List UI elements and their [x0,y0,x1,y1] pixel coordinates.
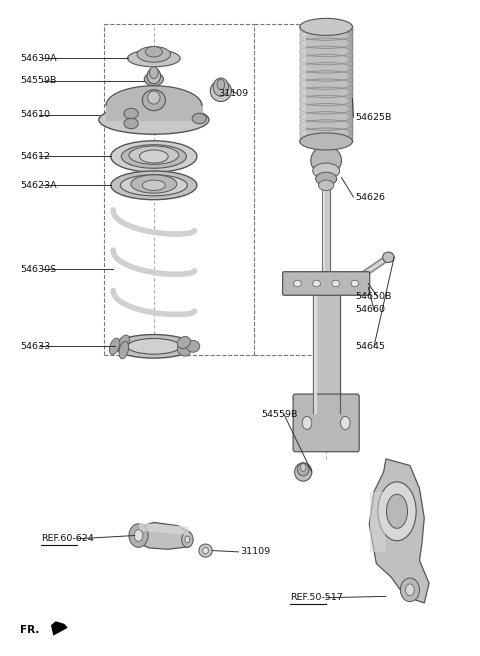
Text: 54645: 54645 [355,342,385,351]
Text: 31109: 31109 [218,89,249,98]
Ellipse shape [131,174,177,193]
FancyBboxPatch shape [293,394,359,452]
Ellipse shape [121,145,186,169]
Ellipse shape [302,417,312,430]
Ellipse shape [140,150,168,163]
Text: 54650B: 54650B [355,292,391,301]
Ellipse shape [134,529,143,541]
Ellipse shape [145,47,162,57]
Text: REF.50-517: REF.50-517 [290,593,343,602]
Ellipse shape [300,464,306,472]
Ellipse shape [148,91,160,104]
Ellipse shape [311,146,341,174]
Ellipse shape [177,337,191,348]
Ellipse shape [185,536,190,543]
Text: 54625B: 54625B [355,113,391,122]
Text: 54639A: 54639A [20,54,57,63]
Ellipse shape [300,18,352,35]
Ellipse shape [378,482,416,541]
Ellipse shape [128,50,180,67]
Ellipse shape [128,338,180,354]
Ellipse shape [340,417,350,430]
Ellipse shape [118,335,130,350]
Ellipse shape [109,338,120,354]
Text: 54612: 54612 [20,152,50,161]
Ellipse shape [313,280,321,287]
Text: FR.: FR. [20,625,39,636]
Ellipse shape [210,81,231,102]
Bar [300,27,352,142]
Ellipse shape [137,47,170,62]
Ellipse shape [181,531,193,547]
Polygon shape [51,621,68,636]
Ellipse shape [313,163,339,178]
Ellipse shape [192,113,206,124]
Ellipse shape [150,67,158,79]
Ellipse shape [99,106,209,134]
Polygon shape [369,459,429,603]
Ellipse shape [294,280,301,287]
Ellipse shape [177,344,191,356]
Ellipse shape [386,494,408,528]
Ellipse shape [351,280,359,287]
Ellipse shape [316,173,336,185]
Text: 54623A: 54623A [20,181,57,190]
Ellipse shape [111,141,197,173]
Text: REF.60-624: REF.60-624 [41,534,94,543]
Ellipse shape [400,578,420,602]
Text: 54559B: 54559B [262,410,298,419]
Text: 31109: 31109 [240,547,270,556]
Ellipse shape [406,584,414,596]
Ellipse shape [147,68,160,84]
Text: 54660: 54660 [355,305,385,314]
Ellipse shape [383,252,394,262]
Ellipse shape [144,73,163,86]
Ellipse shape [332,280,339,287]
Ellipse shape [143,180,165,190]
Ellipse shape [217,79,225,90]
Ellipse shape [111,171,197,199]
Ellipse shape [295,463,312,482]
Ellipse shape [115,335,193,358]
Ellipse shape [199,544,212,557]
Text: 54559B: 54559B [20,76,56,85]
Ellipse shape [186,340,200,352]
Text: 54610: 54610 [20,110,50,119]
Text: 54630S: 54630S [20,264,56,274]
Ellipse shape [129,146,179,165]
Ellipse shape [213,78,228,96]
Text: 54633: 54633 [20,342,50,351]
Text: 54626: 54626 [355,193,385,201]
Ellipse shape [120,174,187,195]
Ellipse shape [203,547,208,554]
Ellipse shape [298,463,309,476]
Ellipse shape [143,90,165,111]
Ellipse shape [300,133,352,150]
Ellipse shape [119,341,129,359]
Ellipse shape [319,180,334,190]
Ellipse shape [124,118,138,129]
Ellipse shape [124,108,138,119]
Polygon shape [135,522,193,549]
FancyBboxPatch shape [283,272,370,295]
Ellipse shape [129,523,148,547]
